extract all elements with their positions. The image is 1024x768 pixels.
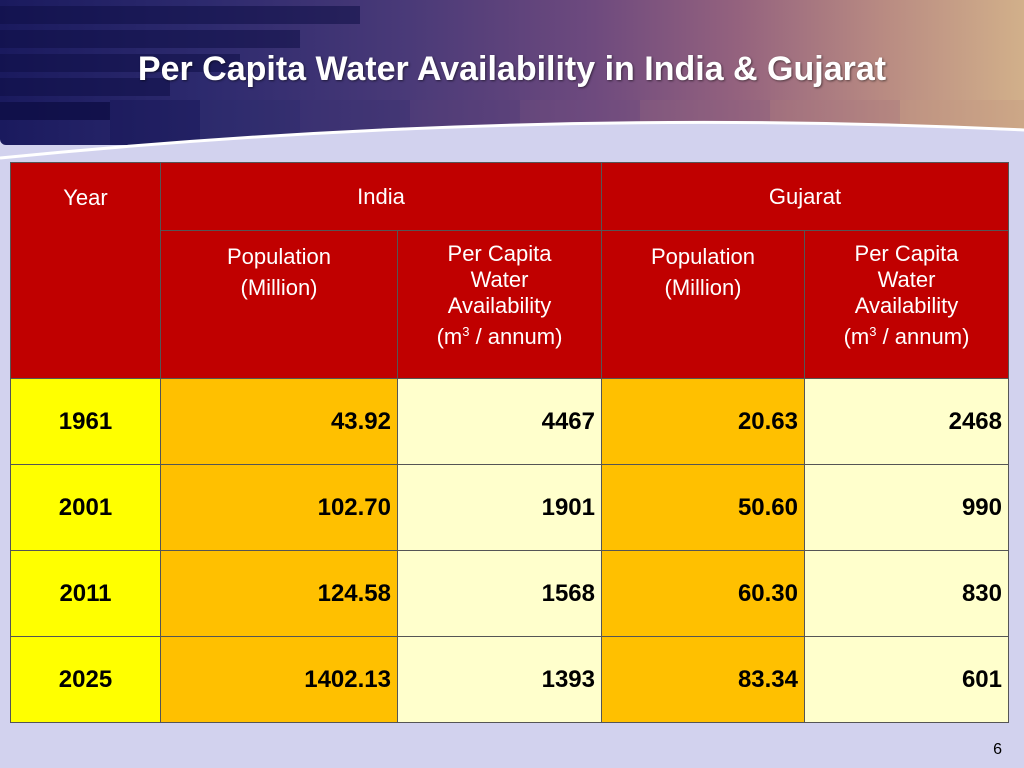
table-row: 1961 43.92 4467 20.63 2468 <box>10 378 1009 465</box>
india-population-cell: 124.58 <box>160 550 398 637</box>
year-header: Year <box>10 162 161 379</box>
india-per-capita-header: Per Capita Water Availability (m3 / annum) <box>397 230 602 379</box>
india-per-capita-cell: 1393 <box>397 636 602 723</box>
india-population-cell: 1402.13 <box>160 636 398 723</box>
gujarat-per-capita-cell: 2468 <box>804 378 1009 465</box>
gujarat-per-capita-cell: 990 <box>804 464 1009 551</box>
table-row: 2025 1402.13 1393 83.34 601 <box>10 636 1009 723</box>
gujarat-population-cell: 50.60 <box>601 464 805 551</box>
table-row: 2001 102.70 1901 50.60 990 <box>10 464 1009 551</box>
page-number: 6 <box>993 741 1002 758</box>
year-cell: 2001 <box>10 464 161 551</box>
gujarat-per-capita-cell: 830 <box>804 550 1009 637</box>
india-per-capita-cell: 1901 <box>397 464 602 551</box>
india-header: India <box>160 162 602 231</box>
gujarat-population-cell: 83.34 <box>601 636 805 723</box>
year-cell: 2011 <box>10 550 161 637</box>
india-population-header: Population (Million) <box>160 230 398 379</box>
india-population-cell: 102.70 <box>160 464 398 551</box>
banner-curve <box>0 120 1024 160</box>
gujarat-population-cell: 60.30 <box>601 550 805 637</box>
india-population-cell: 43.92 <box>160 378 398 465</box>
table-row: 2011 124.58 1568 60.30 830 <box>10 550 1009 637</box>
india-per-capita-cell: 1568 <box>397 550 602 637</box>
gujarat-population-cell: 20.63 <box>601 378 805 465</box>
gujarat-population-header: Population (Million) <box>601 230 805 379</box>
gujarat-per-capita-header: Per Capita Water Availability (m3 / annum) <box>804 230 1009 379</box>
water-availability-table: Year India Gujarat Population (Million) P… <box>10 162 1009 723</box>
slide-title: Per Capita Water Availability in India &… <box>137 50 887 88</box>
year-cell: 2025 <box>10 636 161 723</box>
gujarat-header: Gujarat <box>601 162 1009 231</box>
india-per-capita-cell: 4467 <box>397 378 602 465</box>
gujarat-per-capita-cell: 601 <box>804 636 1009 723</box>
year-cell: 1961 <box>10 378 161 465</box>
title-banner: Per Capita Water Availability in India &… <box>0 0 1024 145</box>
